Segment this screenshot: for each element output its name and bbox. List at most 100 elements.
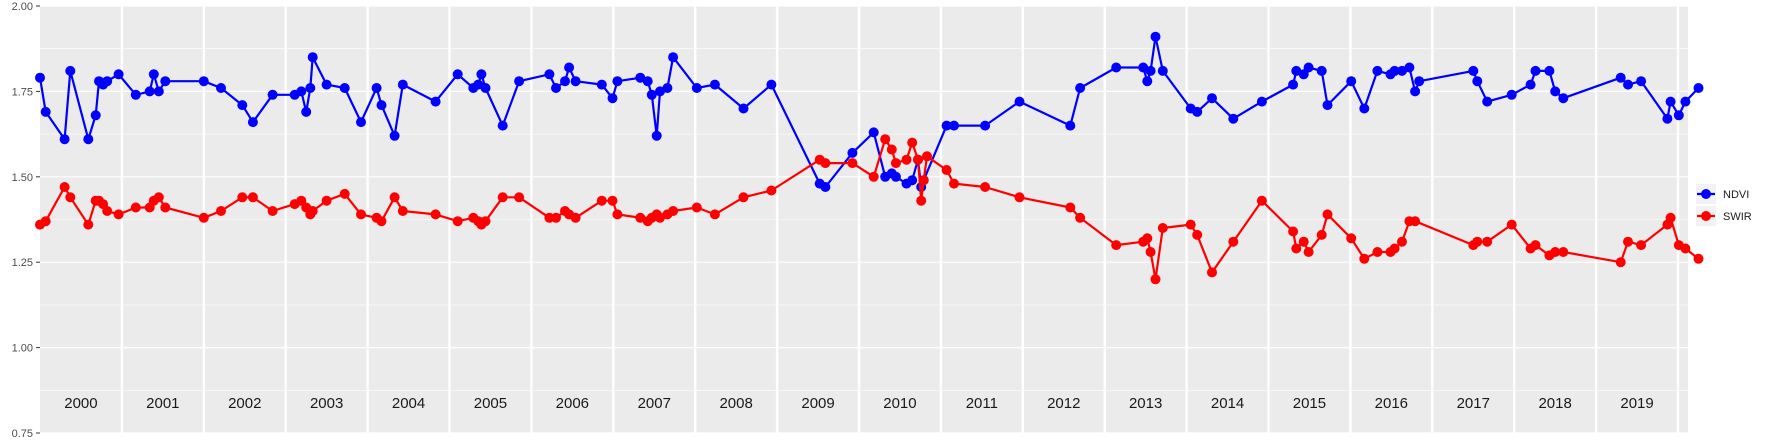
data-point-ndvi xyxy=(564,62,575,73)
data-point-ndvi xyxy=(1316,65,1327,76)
data-point-swir xyxy=(1410,216,1421,227)
data-point-swir xyxy=(389,192,400,203)
data-point-ndvi xyxy=(1680,96,1691,107)
data-point-swir xyxy=(514,192,525,203)
data-point-ndvi xyxy=(1530,65,1541,76)
data-point-swir xyxy=(430,209,441,220)
year-label: 2007 xyxy=(638,395,671,412)
data-point-ndvi xyxy=(691,83,702,93)
year-label: 2009 xyxy=(801,395,834,412)
data-point-swir xyxy=(1636,240,1647,251)
data-point-swir xyxy=(376,216,387,227)
data-point-ndvi xyxy=(1389,65,1400,76)
legend-key-point xyxy=(1701,189,1711,199)
data-point-swir xyxy=(1185,219,1196,230)
data-point-swir xyxy=(480,216,491,227)
legend-key-point xyxy=(1701,211,1711,221)
legend-item-swir: SWIR xyxy=(1696,206,1752,226)
data-point-ndvi xyxy=(868,127,879,138)
data-point-ndvi xyxy=(160,76,171,87)
data-point-swir xyxy=(1550,247,1561,257)
data-point-swir xyxy=(607,195,618,206)
year-label: 2013 xyxy=(1129,395,1162,412)
data-point-ndvi xyxy=(635,72,646,83)
data-point-swir xyxy=(1665,212,1676,223)
data-point-ndvi xyxy=(668,52,679,63)
year-label: 2001 xyxy=(146,395,179,412)
y-tick-label: 0.75 xyxy=(12,428,33,440)
data-point-ndvi xyxy=(1192,106,1203,117)
data-point-swir xyxy=(1207,267,1217,278)
data-point-ndvi xyxy=(596,79,607,90)
data-point-ndvi xyxy=(1506,89,1517,100)
year-label: 2008 xyxy=(719,395,752,412)
data-point-swir xyxy=(901,154,912,165)
year-labels: 2000 2001 2002 2003 2004 2005 2006 2007 2008 2009… xyxy=(64,395,1653,412)
data-point-swir xyxy=(1228,236,1239,247)
data-point-ndvi xyxy=(1228,113,1239,124)
data-point-swir xyxy=(913,154,923,165)
data-point-ndvi xyxy=(371,83,382,93)
data-point-ndvi xyxy=(153,86,164,97)
data-point-ndvi xyxy=(1404,62,1415,73)
data-point-ndvi xyxy=(709,79,720,90)
data-point-ndvi xyxy=(662,83,673,93)
year-label: 2000 xyxy=(64,395,97,412)
data-point-swir xyxy=(709,209,720,220)
data-point-ndvi xyxy=(1673,110,1684,121)
year-label: 2016 xyxy=(1375,395,1408,412)
data-point-ndvi xyxy=(1372,65,1383,76)
data-point-swir xyxy=(918,175,929,186)
data-point-ndvi xyxy=(1544,65,1555,76)
data-point-ndvi xyxy=(949,120,959,131)
year-label: 2005 xyxy=(474,395,507,412)
data-point-ndvi xyxy=(376,100,387,111)
data-point-ndvi xyxy=(1150,31,1161,42)
data-point-ndvi xyxy=(247,117,258,128)
data-point-swir xyxy=(847,158,858,169)
data-point-ndvi xyxy=(1693,83,1704,93)
data-point-swir xyxy=(339,188,350,199)
data-point-swir xyxy=(1065,202,1076,213)
data-point-ndvi xyxy=(397,79,408,90)
data-point-swir xyxy=(1558,247,1569,257)
data-point-swir xyxy=(198,212,209,223)
data-point-ndvi xyxy=(339,83,350,93)
year-label: 2004 xyxy=(392,395,425,412)
data-point-ndvi xyxy=(1615,72,1626,83)
data-point-swir xyxy=(307,206,318,216)
data-point-swir xyxy=(130,202,141,213)
data-point-swir xyxy=(766,185,777,196)
data-point-ndvi xyxy=(356,117,366,128)
data-point-ndvi xyxy=(1145,65,1156,76)
year-label: 2017 xyxy=(1457,395,1490,412)
data-point-ndvi xyxy=(1550,86,1561,97)
data-point-ndvi xyxy=(237,100,248,111)
data-point-ndvi xyxy=(1303,62,1314,73)
data-point-swir xyxy=(247,192,258,203)
y-tick-label: 1.50 xyxy=(12,172,33,184)
data-point-ndvi xyxy=(1346,76,1357,87)
data-point-swir xyxy=(949,178,959,189)
data-point-ndvi xyxy=(1142,76,1153,87)
data-point-swir xyxy=(1142,233,1153,244)
data-point-swir xyxy=(40,216,51,227)
data-point-swir xyxy=(1303,247,1314,257)
data-point-swir xyxy=(570,212,581,223)
legend-label: NDVI xyxy=(1723,189,1749,201)
data-point-ndvi xyxy=(1623,79,1633,90)
data-point-swir xyxy=(916,195,927,206)
data-point-ndvi xyxy=(1482,96,1493,107)
data-point-ndvi xyxy=(1662,113,1673,124)
data-point-swir xyxy=(1693,253,1704,264)
year-label: 2011 xyxy=(966,395,998,412)
year-label: 2010 xyxy=(883,395,916,412)
data-point-swir xyxy=(160,202,171,213)
data-point-ndvi xyxy=(612,76,623,87)
data-point-ndvi xyxy=(480,83,491,93)
data-point-ndvi xyxy=(1636,76,1647,87)
data-point-ndvi xyxy=(65,65,76,76)
data-point-ndvi xyxy=(514,76,525,87)
data-point-ndvi xyxy=(907,175,918,186)
data-point-ndvi xyxy=(820,182,831,192)
